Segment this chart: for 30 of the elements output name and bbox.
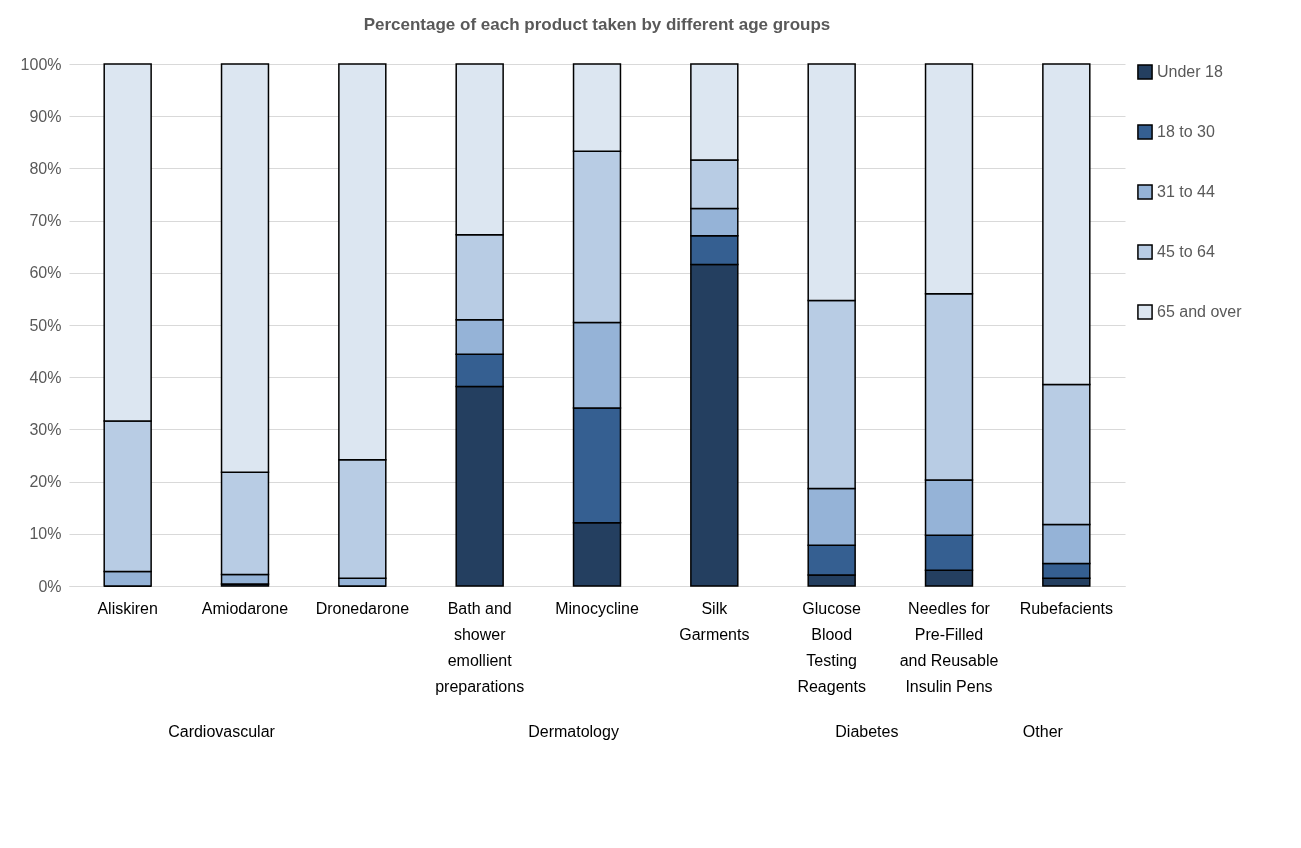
y-tick-label: 0% — [38, 577, 62, 595]
text: Dermatology — [528, 723, 619, 740]
y-tick-label: 20% — [29, 473, 62, 491]
y-tick-label: 90% — [29, 107, 62, 125]
y-tick-label: 70% — [29, 212, 62, 230]
chart-title: Percentage of each product taken by different age groups — [363, 15, 831, 34]
legend-label: 45 to 64 — [1157, 243, 1215, 260]
legend-label: Under 18 — [1157, 63, 1223, 80]
x-tick-label: Glucose Blood Testing Reagents — [797, 599, 866, 695]
x-tick-label: Bath and shower emollient preparations — [435, 599, 525, 695]
text: Other — [1022, 723, 1064, 740]
x-tick-label: Silk Garments — [679, 599, 750, 643]
x-tick-label: Dronedarone — [315, 599, 410, 617]
x-tick-label: Amiodarone — [201, 599, 289, 617]
x-tick-label: Needles for Pre-Filled and Reusable Insulin Pens — [899, 599, 999, 695]
legend-label: 18 to 30 — [1157, 123, 1215, 140]
y-tick-label: 30% — [29, 420, 62, 438]
y-tick-label: 60% — [29, 264, 62, 282]
y-tick-label: 100% — [20, 55, 62, 73]
x-tick-label: Rubefacients — [1019, 599, 1114, 617]
y-tick-label: 10% — [29, 525, 62, 543]
text: Diabetes — [835, 723, 899, 740]
x-tick-label: Minocycline — [555, 599, 639, 617]
y-tick-label: 80% — [29, 159, 62, 177]
y-tick-label: 50% — [29, 316, 62, 334]
y-tick-label: 40% — [29, 368, 62, 386]
text: Cardiovascular — [168, 723, 276, 740]
x-tick-label: Aliskiren — [97, 599, 158, 617]
legend-label: 31 to 44 — [1157, 183, 1215, 200]
legend-label: 65 and over — [1157, 303, 1243, 320]
